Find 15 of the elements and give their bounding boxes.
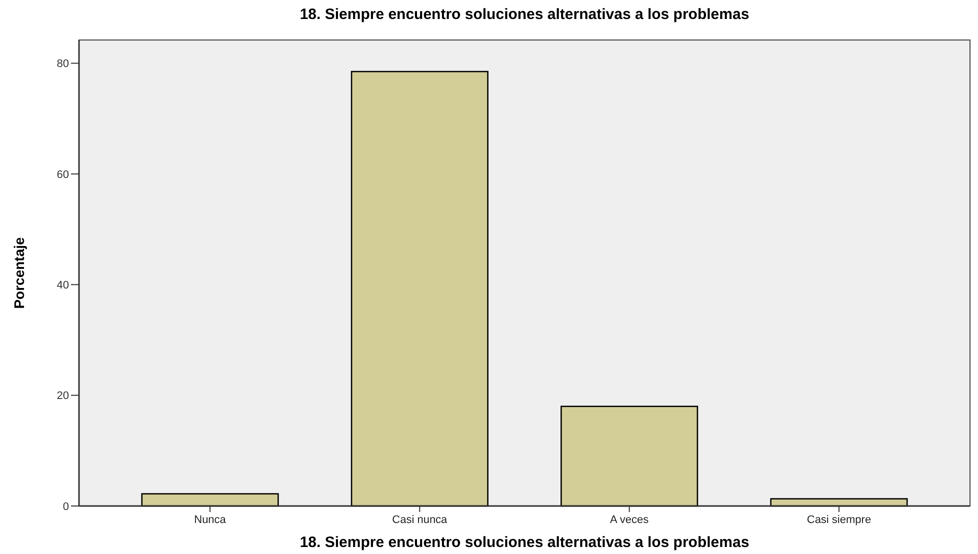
- x-tick-label: Casi nunca: [392, 514, 448, 526]
- bar: [350, 70, 488, 507]
- bar: [141, 493, 279, 507]
- x-tick-label: Nunca: [194, 514, 227, 526]
- y-tick-label: 60: [56, 168, 69, 181]
- x-tick-label: Casi siempre: [806, 514, 872, 526]
- x-tick-label: A veces: [610, 514, 650, 526]
- y-tick-label: 20: [56, 390, 69, 402]
- y-tick-label: 80: [56, 58, 69, 70]
- chart-title: 18. Siempre encuentro soluciones alternativas a los problemas: [300, 6, 750, 23]
- y-tick-label: 0: [62, 500, 69, 513]
- y-axis-title: Porcentaje: [11, 236, 27, 309]
- y-tick-label: 40: [56, 279, 69, 292]
- bar: [560, 406, 698, 507]
- x-axis-title: 18. Siempre encuentro soluciones alternativas a los problemas: [300, 534, 750, 551]
